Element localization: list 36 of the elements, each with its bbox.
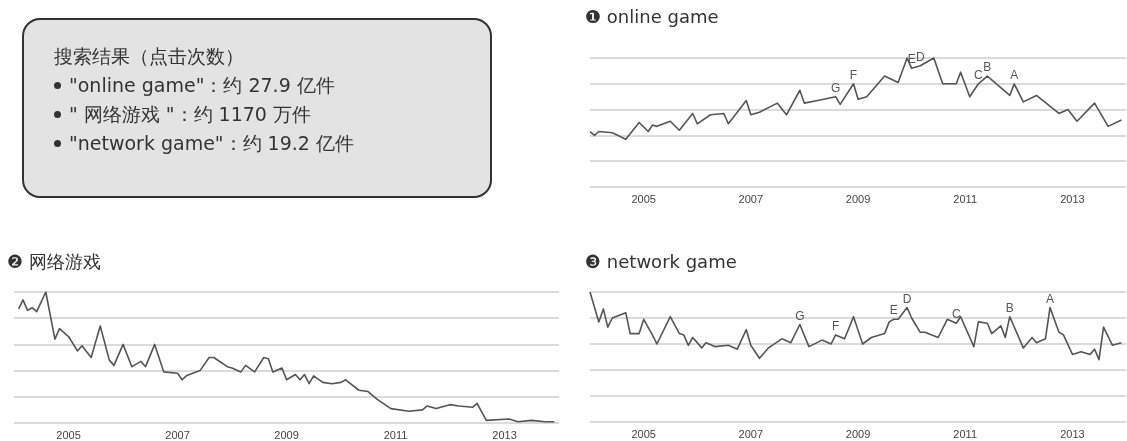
annotation: F bbox=[849, 67, 858, 82]
x-tick-label: 2013 bbox=[1060, 192, 1085, 205]
x-tick-label: 2005 bbox=[631, 427, 656, 440]
annotation: A bbox=[1010, 67, 1019, 82]
annotation: B bbox=[1005, 300, 1014, 315]
text: "online game"：约 27.9 亿件 bbox=[69, 74, 335, 96]
x-tick-label: 2009 bbox=[845, 192, 871, 205]
annotation: C bbox=[974, 67, 984, 82]
x-tick-label: 2007 bbox=[738, 192, 764, 205]
x-tick-label: 2011 bbox=[383, 428, 408, 441]
annotation: F bbox=[831, 318, 840, 333]
x-tick-label: 2011 bbox=[953, 192, 978, 205]
chart-title: ❸ network game bbox=[585, 250, 737, 272]
chart-title: ❷ 网络游戏 bbox=[7, 250, 101, 272]
chart-title: ❶ online game bbox=[585, 5, 719, 27]
annotation: D bbox=[902, 291, 912, 306]
annotation: E bbox=[907, 52, 916, 67]
text: 搜索结果（点击次数） bbox=[54, 44, 245, 69]
annotation: E bbox=[889, 303, 898, 318]
x-tick-label: 2013 bbox=[1060, 427, 1085, 440]
text: " 网络游戏 "：约 1170 万件 bbox=[69, 103, 311, 125]
x-tick-label: 2011 bbox=[953, 427, 978, 440]
x-tick-label: 2005 bbox=[56, 428, 81, 441]
text: "network game"：约 19.2 亿件 bbox=[69, 132, 354, 154]
x-tick-label: 2009 bbox=[274, 428, 299, 441]
annotation: G bbox=[830, 80, 841, 95]
annotation: A bbox=[1045, 291, 1054, 306]
x-tick-label: 2009 bbox=[845, 427, 871, 440]
annotation: C bbox=[951, 307, 961, 322]
annotation: B bbox=[983, 60, 992, 75]
x-tick-label: 2007 bbox=[165, 428, 190, 441]
x-tick-label: 2005 bbox=[631, 192, 656, 205]
annotation: D bbox=[915, 49, 925, 64]
x-tick-label: 2007 bbox=[738, 427, 764, 440]
annotation: G bbox=[795, 308, 805, 323]
x-tick-label: 2013 bbox=[492, 428, 517, 441]
